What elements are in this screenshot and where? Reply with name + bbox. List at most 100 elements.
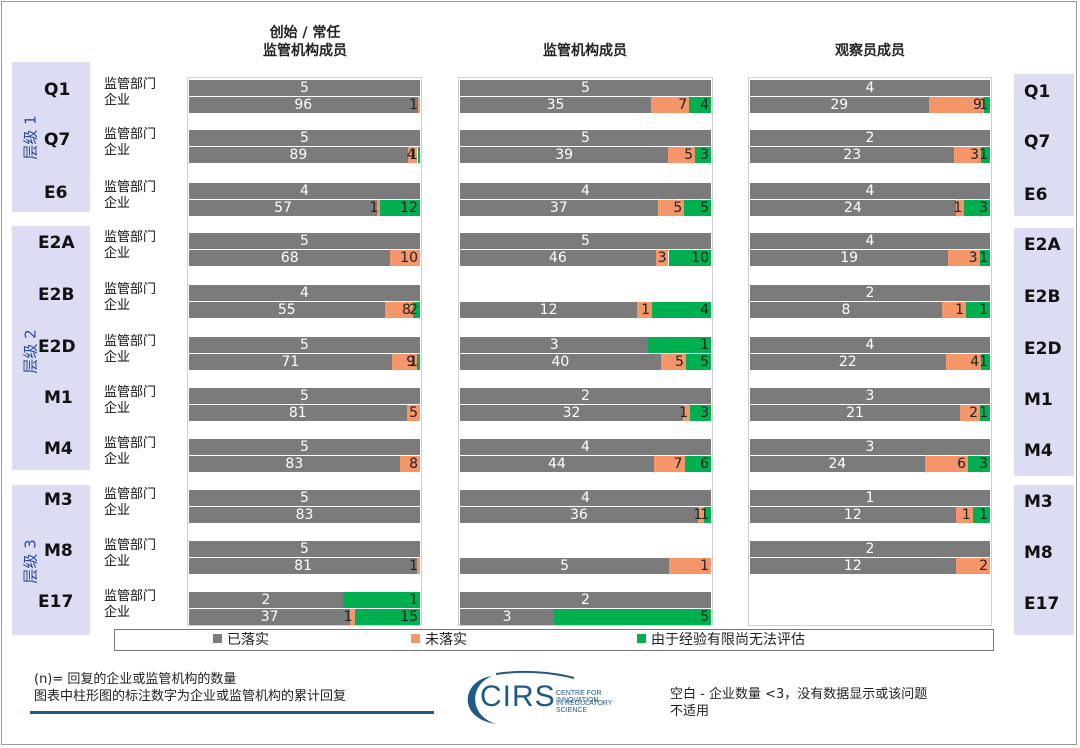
bar-segment-company-no-experience: [668, 250, 711, 266]
bar-segment-agency-implemented: [189, 439, 420, 455]
bar-segment-company-no-experience: [554, 609, 711, 625]
bar-segment-company-no-experience: [412, 302, 420, 318]
question-label-left: E2A: [38, 233, 75, 253]
data-label-company-implemented: 24: [843, 200, 862, 216]
data-label-company-not-implemented: 1: [343, 609, 353, 625]
bar-segment-company-no-experience: [981, 147, 990, 163]
column-header-founding: 创始 / 常任 监管机构成员: [190, 24, 420, 60]
data-label-company-no-experience: 15: [400, 609, 418, 625]
data-label-agency-implemented: 5: [300, 337, 309, 353]
bar-segment-company-implemented: [460, 250, 656, 266]
bar-segment-company-not-implemented: [954, 147, 982, 163]
data-label-company-not-implemented: 5: [674, 354, 684, 370]
data-label-company-no-experience: 1: [979, 302, 988, 318]
bar-segment-company-not-implemented: [417, 97, 420, 113]
data-label-company-implemented: 83: [285, 456, 304, 472]
data-label-company-implemented: 32: [562, 405, 581, 421]
data-label-agency-implemented: 3: [865, 439, 875, 455]
data-label-company-no-experience: 1: [409, 354, 418, 370]
bar-segment-agency-implemented: [460, 490, 711, 506]
data-label-company-not-implemented: 9: [972, 97, 982, 113]
bar-segment-agency-implemented: [189, 183, 420, 199]
bar-segment-company-no-experience: [354, 609, 420, 625]
question-label-left: M3: [44, 490, 73, 510]
cirs-logo-sub1: CENTRE FOR INNOVATION: [556, 690, 602, 704]
bar-segment-company-implemented: [460, 147, 669, 163]
data-label-company-no-experience: 1: [979, 507, 988, 523]
bar-segment-company-implemented: [460, 507, 698, 523]
legend-label-no-experience: 由于经验有限尚无法评估: [651, 632, 805, 648]
bar-segment-agency-implemented: [750, 183, 990, 199]
data-label-company-implemented: 3: [502, 609, 512, 625]
bar-segment-company-implemented: [750, 200, 956, 216]
bar-segment-company-implemented: [750, 250, 949, 266]
row-label-agency: 监管部门: [104, 589, 157, 604]
data-label-agency-implemented: 4: [300, 285, 309, 301]
bar-segment-agency-implemented: [189, 592, 343, 608]
bar-segment-company-not-implemented: [350, 609, 355, 625]
data-label-company-not-implemented: 3: [968, 250, 978, 266]
footnote-right: 空白 - 企业数量 <3，没有数据显示或该问题 不适用: [670, 686, 927, 720]
row-label-agency: 监管部门: [104, 436, 157, 451]
data-label-company-not-implemented: 9: [406, 354, 416, 370]
question-label-left: E17: [38, 592, 74, 612]
bar-segment-company-no-experience: [695, 147, 711, 163]
data-label-company-implemented: 12: [539, 302, 558, 318]
row-label-agency: 监管部门: [104, 230, 157, 245]
row-label-company: 企业: [104, 143, 131, 158]
bar-segment-company-not-implemented: [417, 558, 420, 574]
bar-segment-company-implemented: [189, 250, 391, 266]
bar-segment-company-no-experience: [968, 456, 990, 472]
bar-segment-company-not-implemented: [655, 250, 669, 266]
data-label-company-not-implemented: 2: [979, 558, 988, 574]
data-label-company-implemented: 96: [294, 97, 313, 113]
data-label-agency-implemented: 5: [581, 130, 590, 146]
tier-label-1: 层级 1: [21, 115, 40, 160]
bar-segment-agency-implemented: [750, 80, 990, 96]
question-label-right: E2B: [1024, 287, 1061, 307]
data-label-company-no-experience: 5: [700, 200, 709, 216]
chart-panel-observer: [748, 77, 992, 626]
bar-segment-company-not-implemented: [377, 200, 381, 216]
legend-item-no-experience: 由于经验有限尚无法评估: [637, 631, 805, 649]
bar-segment-company-not-implemented: [928, 97, 984, 113]
column-header-founding-line1: 创始 / 常任: [269, 25, 341, 41]
data-label-agency-implemented: 4: [865, 337, 875, 353]
cirs-logo-text: CIRS: [480, 680, 556, 713]
bar-segment-agency-implemented: [189, 233, 420, 249]
data-label-company-no-experience: 5: [700, 609, 709, 625]
data-label-company-not-implemented: 3: [657, 250, 667, 266]
data-label-company-no-experience: 4: [700, 97, 709, 113]
data-label-company-implemented: 22: [838, 354, 857, 370]
bar-segment-company-no-experience: [979, 250, 990, 266]
row-label-company: 企业: [104, 503, 131, 518]
row-label-agency: 监管部门: [104, 180, 157, 195]
bar-segment-agency-implemented: [460, 130, 711, 146]
data-label-agency-implemented: 3: [549, 337, 559, 353]
data-label-company-no-experience: 1: [979, 147, 988, 163]
row-label-company: 企业: [104, 401, 131, 416]
bar-segment-company-implemented: [189, 302, 385, 318]
data-label-company-not-implemented: 4: [406, 147, 416, 163]
question-label-right: Q7: [1024, 132, 1051, 152]
question-label-right: M3: [1024, 492, 1053, 512]
data-label-company-not-implemented: 7: [673, 456, 683, 472]
legend-swatch-not-implemented: [411, 634, 420, 643]
legend: 已落实 未落实 由于经验有限尚无法评估: [114, 629, 994, 651]
cirs-logo-swoosh-icon: [467, 670, 575, 724]
data-label-agency-implemented: 5: [300, 80, 309, 96]
data-label-agency-implemented: 4: [865, 233, 875, 249]
data-label-agency-implemented: 2: [581, 592, 590, 608]
data-label-agency-implemented: 4: [581, 183, 590, 199]
data-label-agency-implemented: 2: [865, 130, 875, 146]
chart-panel-regulator: [458, 77, 713, 626]
data-label-company-implemented: 8: [841, 302, 851, 318]
data-label-company-not-implemented: 5: [673, 200, 683, 216]
bar-segment-company-not-implemented: [955, 200, 965, 216]
bar-segment-company-not-implemented: [955, 507, 973, 523]
bar-segment-agency-no-experience: [648, 337, 712, 353]
bar-segment-company-no-experience: [380, 200, 420, 216]
row-label-agency: 监管部门: [104, 334, 157, 349]
row-label-company: 企业: [104, 298, 131, 313]
bar-segment-company-no-experience: [685, 354, 711, 370]
